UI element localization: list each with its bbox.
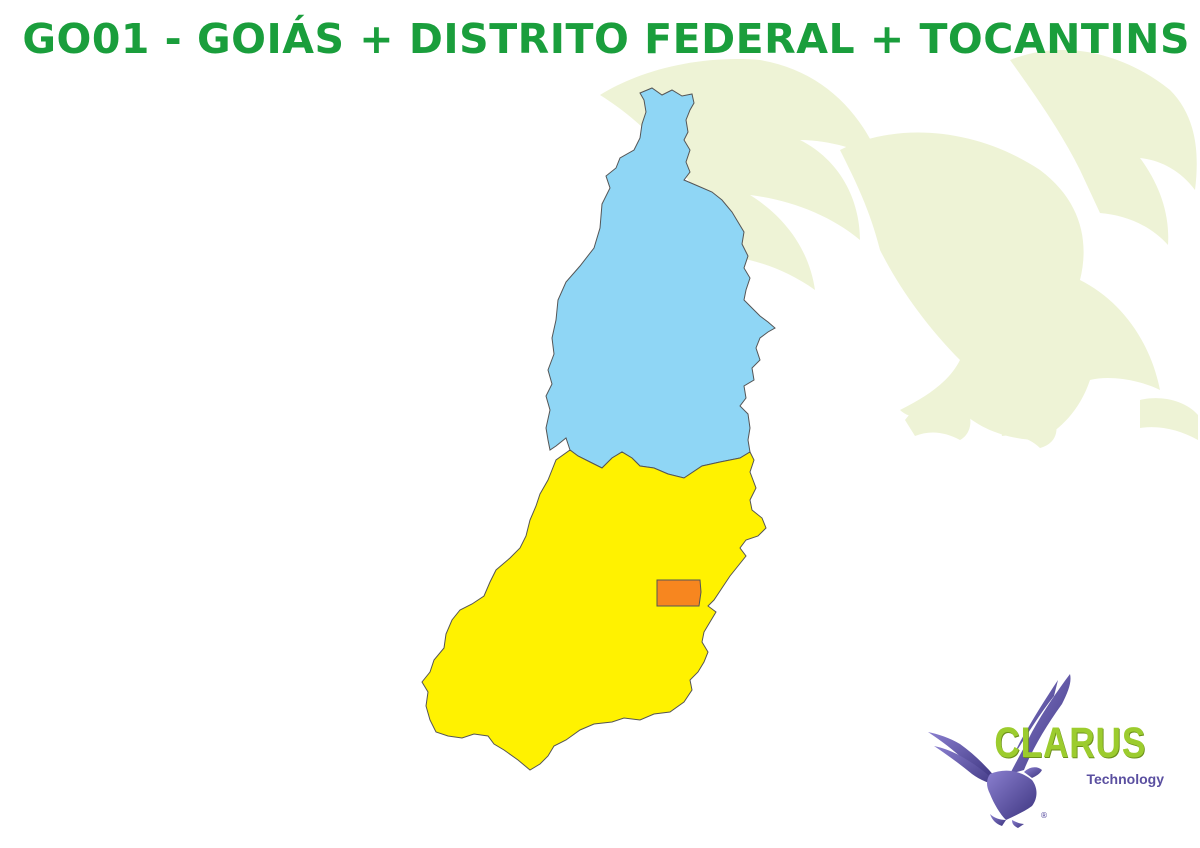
region-tocantins[interactable] <box>545 87 776 479</box>
logo-tagline: Technology <box>1086 771 1164 787</box>
logo-brand-text: CLARUS <box>994 719 1146 767</box>
page-title: GO01 - GOIÁS + DISTRITO FEDERAL + TOCANT… <box>22 15 1190 63</box>
region-goias[interactable] <box>421 449 767 771</box>
logo-registered-mark: ® <box>1040 811 1048 820</box>
region-distrito-federal[interactable] <box>656 579 702 607</box>
clarus-logo: CLARUS Technology ® <box>920 670 1180 830</box>
eagle-icon <box>928 674 1071 828</box>
